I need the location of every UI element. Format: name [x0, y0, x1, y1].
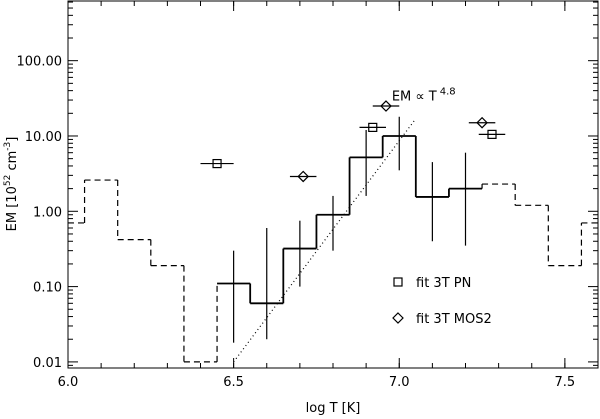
y-tick-label: 0.10 [33, 281, 62, 296]
y-axis-label-sup: -3 [3, 142, 13, 151]
fit-annotation: EM ∝ T 4.8 [392, 87, 456, 105]
y-axis-label-part: cm [5, 151, 20, 175]
legend-label: fit 3T PN [416, 276, 471, 291]
y-axis-label-sup: 52 [3, 175, 13, 186]
marker-square [487, 129, 497, 139]
fit-line [233, 118, 417, 363]
legend-label: fit 3T MOS2 [416, 312, 492, 327]
y-tick-label: 10.00 [25, 130, 62, 145]
marker-diamond [380, 100, 392, 112]
marker-square [393, 277, 403, 287]
marker-square [368, 122, 378, 133]
y-tick-label: 0.01 [33, 356, 62, 371]
marker-diamond [392, 312, 404, 324]
x-tick-label: 6.0 [58, 375, 79, 390]
y-axis-label-part: EM [10 [5, 186, 20, 231]
x-tick-label: 6.5 [223, 375, 244, 390]
y-tick-label: 100.00 [17, 55, 63, 70]
x-axis-label: log T [K] [306, 401, 361, 416]
plot-frame [67, 0, 599, 369]
y-tick-label: 1.00 [33, 205, 62, 220]
fit-annotation-exponent: 4.8 [440, 87, 456, 98]
marker-square [212, 158, 222, 169]
y-axis-label-part: ] [5, 137, 20, 142]
fit-annotation-text: EM ∝ T [392, 90, 437, 105]
x-tick-label: 7.0 [389, 375, 410, 390]
marker-diamond [297, 170, 310, 183]
y-axis-label: EM [1052 cm-3] [3, 137, 20, 232]
x-tick-label: 7.5 [555, 375, 576, 390]
marker-diamond [476, 116, 488, 129]
